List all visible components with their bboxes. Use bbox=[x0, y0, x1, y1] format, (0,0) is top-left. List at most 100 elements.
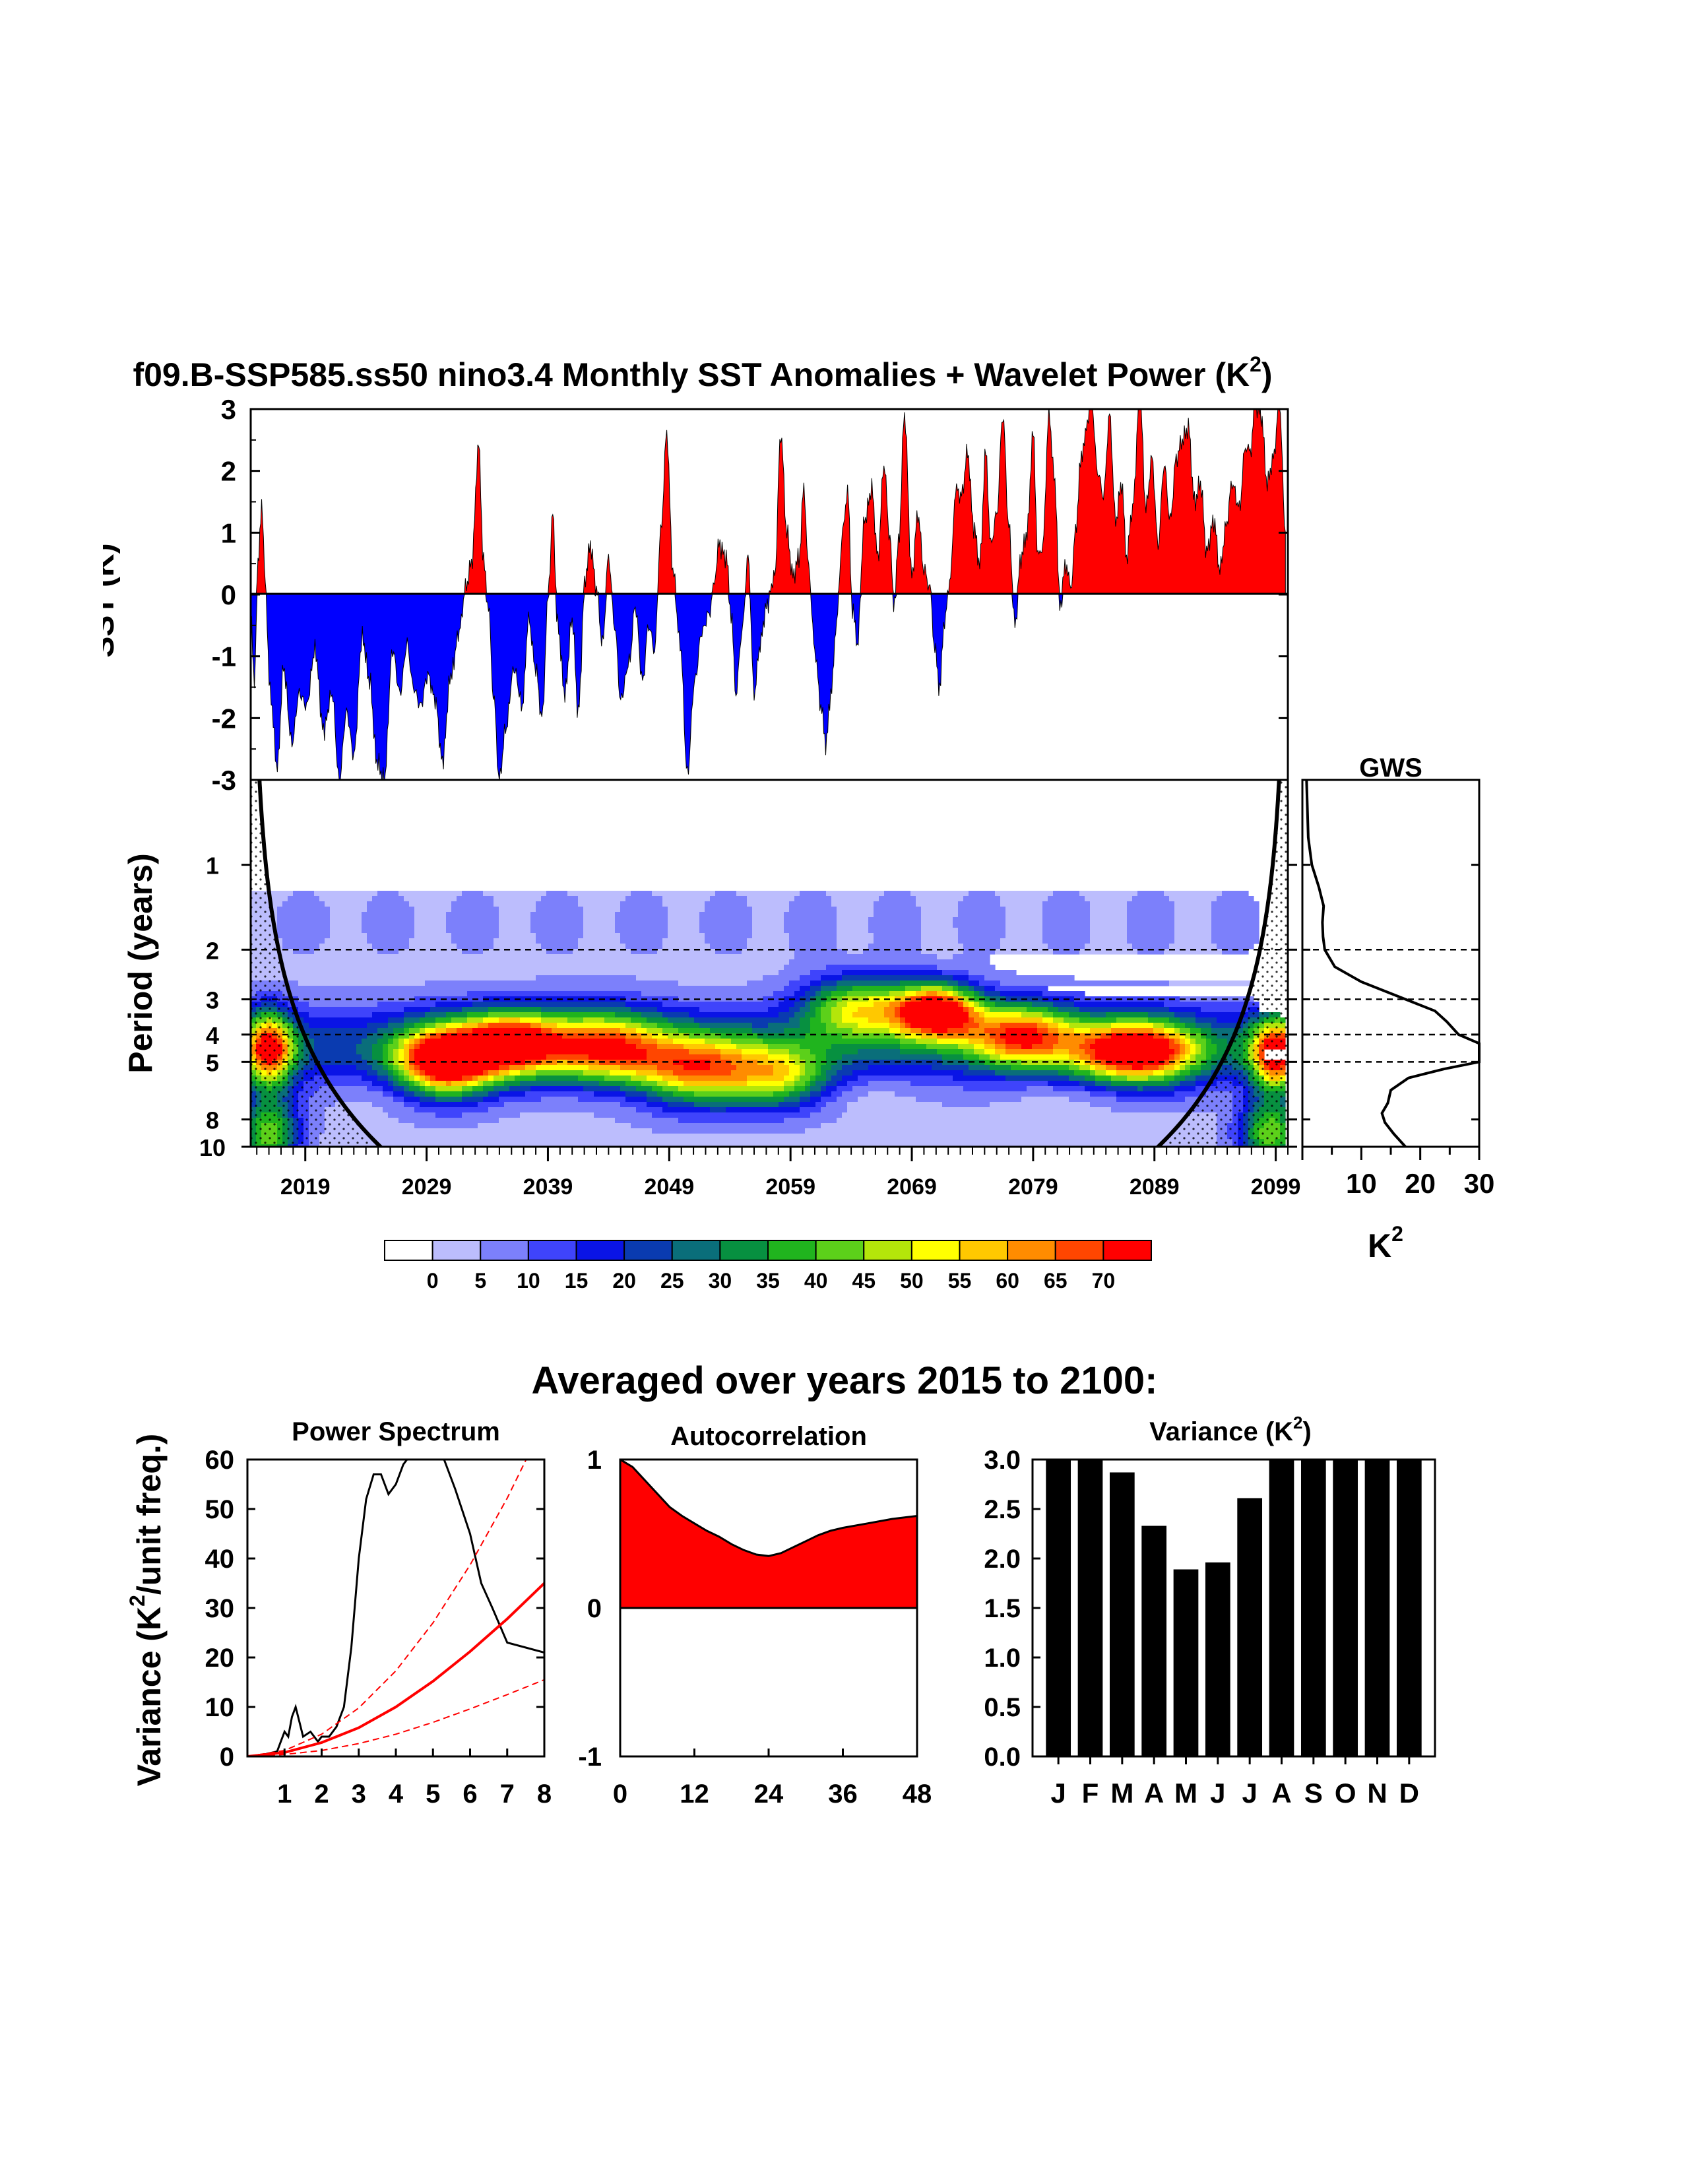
wavelet-cell bbox=[383, 1091, 394, 1097]
wavelet-cell bbox=[372, 1044, 383, 1050]
wavelet-cell bbox=[1064, 1017, 1080, 1023]
wavelet-cell bbox=[282, 944, 320, 949]
wavelet-cell bbox=[1180, 1017, 1196, 1023]
wavelet-cell bbox=[377, 1039, 389, 1044]
wavelet-cell bbox=[314, 891, 378, 897]
wavelet-cell bbox=[383, 1065, 389, 1071]
wavelet-cell bbox=[435, 1028, 447, 1034]
wavelet-x-tick-label: 2019 bbox=[280, 1174, 331, 1200]
wavelet-cell bbox=[383, 1086, 394, 1092]
cone-of-influence-right bbox=[1155, 780, 1281, 1147]
wavelet-cell bbox=[425, 1086, 436, 1092]
wavelet-cell bbox=[1074, 1070, 1091, 1076]
wavelet-cell bbox=[1169, 1044, 1180, 1050]
wavelet-cell bbox=[367, 907, 415, 913]
wavelet-cell bbox=[404, 1076, 410, 1081]
wavelet-cell bbox=[699, 917, 753, 923]
wavelet-cell bbox=[325, 1112, 389, 1118]
autocorrelation-panel: Autocorrelation 0 12 24 36 48 1 0 -1 bbox=[578, 1422, 932, 1809]
wavelet-cell bbox=[1095, 1081, 1112, 1087]
wavelet-cell bbox=[789, 1017, 800, 1023]
variance-x-tick-label: A bbox=[1271, 1778, 1291, 1809]
wavelet-cell bbox=[404, 1070, 410, 1076]
wavelet-cell bbox=[293, 949, 315, 955]
colorbar-swatch bbox=[575, 1240, 625, 1261]
wavelet-cell bbox=[1174, 901, 1212, 907]
wavelet-cell bbox=[1164, 1065, 1175, 1071]
wavelet-cell bbox=[784, 1081, 795, 1087]
wavelet-cell bbox=[990, 1033, 1001, 1039]
power-spectrum-ylabel-close: /unit freq.) bbox=[131, 1434, 168, 1595]
wavelet-cell bbox=[947, 980, 959, 986]
wavelet-cell bbox=[583, 1086, 621, 1092]
wavelet-cell bbox=[414, 1065, 420, 1071]
autocorrelation-title: Autocorrelation bbox=[670, 1422, 867, 1451]
wavelet-cell bbox=[1201, 1049, 1207, 1055]
wavelet-colorbar: 0 5 10 15 20 25 30 35 40 45 50 55 60 65 70 bbox=[384, 1240, 1152, 1293]
wavelet-cell bbox=[1079, 891, 1138, 897]
wavelet-cell bbox=[446, 1023, 462, 1029]
wavelet-cell bbox=[462, 1076, 473, 1081]
wavelet-cell bbox=[277, 922, 331, 928]
wavelet-cell bbox=[889, 1017, 901, 1023]
wavelet-cell bbox=[1180, 1049, 1186, 1055]
wavelet-cell bbox=[847, 1107, 1112, 1113]
variance-x-tick-label: J bbox=[1050, 1778, 1066, 1809]
wavelet-cell bbox=[398, 1033, 410, 1039]
wavelet-cell bbox=[430, 1033, 441, 1039]
wavelet-cell bbox=[425, 1033, 431, 1039]
wavelet-cell bbox=[826, 891, 885, 897]
wavelet-cell bbox=[1079, 1044, 1091, 1050]
wavelet-cell bbox=[668, 917, 700, 923]
wavelet-cell bbox=[868, 922, 922, 928]
wavelet-cell bbox=[1174, 933, 1212, 939]
ac-x-tick-label: 0 bbox=[613, 1780, 627, 1809]
wavelet-cell bbox=[414, 933, 452, 939]
wavelet-cell bbox=[615, 1012, 642, 1018]
wavelet-cell bbox=[1111, 1033, 1154, 1039]
wavelet-cell bbox=[979, 980, 1001, 986]
wavelet-cell bbox=[499, 1070, 510, 1076]
wavelet-cell bbox=[298, 980, 426, 986]
wavelet-cell bbox=[1032, 1002, 1054, 1008]
wavelet-cell bbox=[810, 1076, 816, 1081]
wavelet-cell bbox=[1000, 991, 1043, 997]
wavelet-cell bbox=[462, 1086, 473, 1092]
wavelet-cell bbox=[1174, 1028, 1180, 1034]
wavelet-cell bbox=[430, 1007, 462, 1013]
sst-anomaly-series bbox=[251, 409, 1286, 780]
wavelet-cell bbox=[1169, 1017, 1180, 1023]
wavelet-cell bbox=[1195, 1017, 1217, 1023]
wavelet-cell bbox=[625, 1039, 642, 1044]
wavelet-cell bbox=[900, 1044, 927, 1050]
wavelet-cell bbox=[1195, 1060, 1201, 1066]
wavelet-cell bbox=[842, 970, 943, 976]
wavelet-cell bbox=[499, 933, 536, 939]
wavelet-cell bbox=[472, 1086, 484, 1092]
sst-y-tick-label: -1 bbox=[212, 641, 236, 672]
colorbar-label: 10 bbox=[517, 1269, 540, 1293]
wavelet-cell bbox=[1090, 901, 1128, 907]
wavelet-cell bbox=[747, 938, 790, 944]
wavelet-cell bbox=[895, 1007, 901, 1013]
wavelet-cell bbox=[1169, 1054, 1175, 1060]
wavelet-cell bbox=[314, 949, 378, 955]
colorbar-label: 35 bbox=[756, 1269, 780, 1293]
wavelet-cell bbox=[1000, 938, 1043, 944]
wavelet-cell bbox=[1169, 944, 1217, 949]
wavelet-cell bbox=[847, 949, 864, 955]
wavelet-cell bbox=[710, 896, 748, 902]
wavelet-cell bbox=[768, 1007, 790, 1013]
wavelet-cell bbox=[388, 1017, 404, 1023]
wavelet-cell bbox=[425, 980, 679, 986]
wavelet-cell bbox=[625, 1081, 642, 1087]
wavelet-cell bbox=[784, 928, 837, 934]
wavelet-cell bbox=[525, 1091, 594, 1097]
wavelet-cell bbox=[821, 986, 837, 992]
wavelet-cell bbox=[1132, 1065, 1143, 1071]
wavelet-cell bbox=[810, 970, 843, 976]
gws-x-axis-label-sup: 2 bbox=[1391, 1222, 1403, 1246]
wavelet-cell bbox=[1185, 1054, 1191, 1060]
wavelet-cell bbox=[678, 1028, 711, 1034]
wavelet-cell bbox=[752, 1023, 769, 1029]
